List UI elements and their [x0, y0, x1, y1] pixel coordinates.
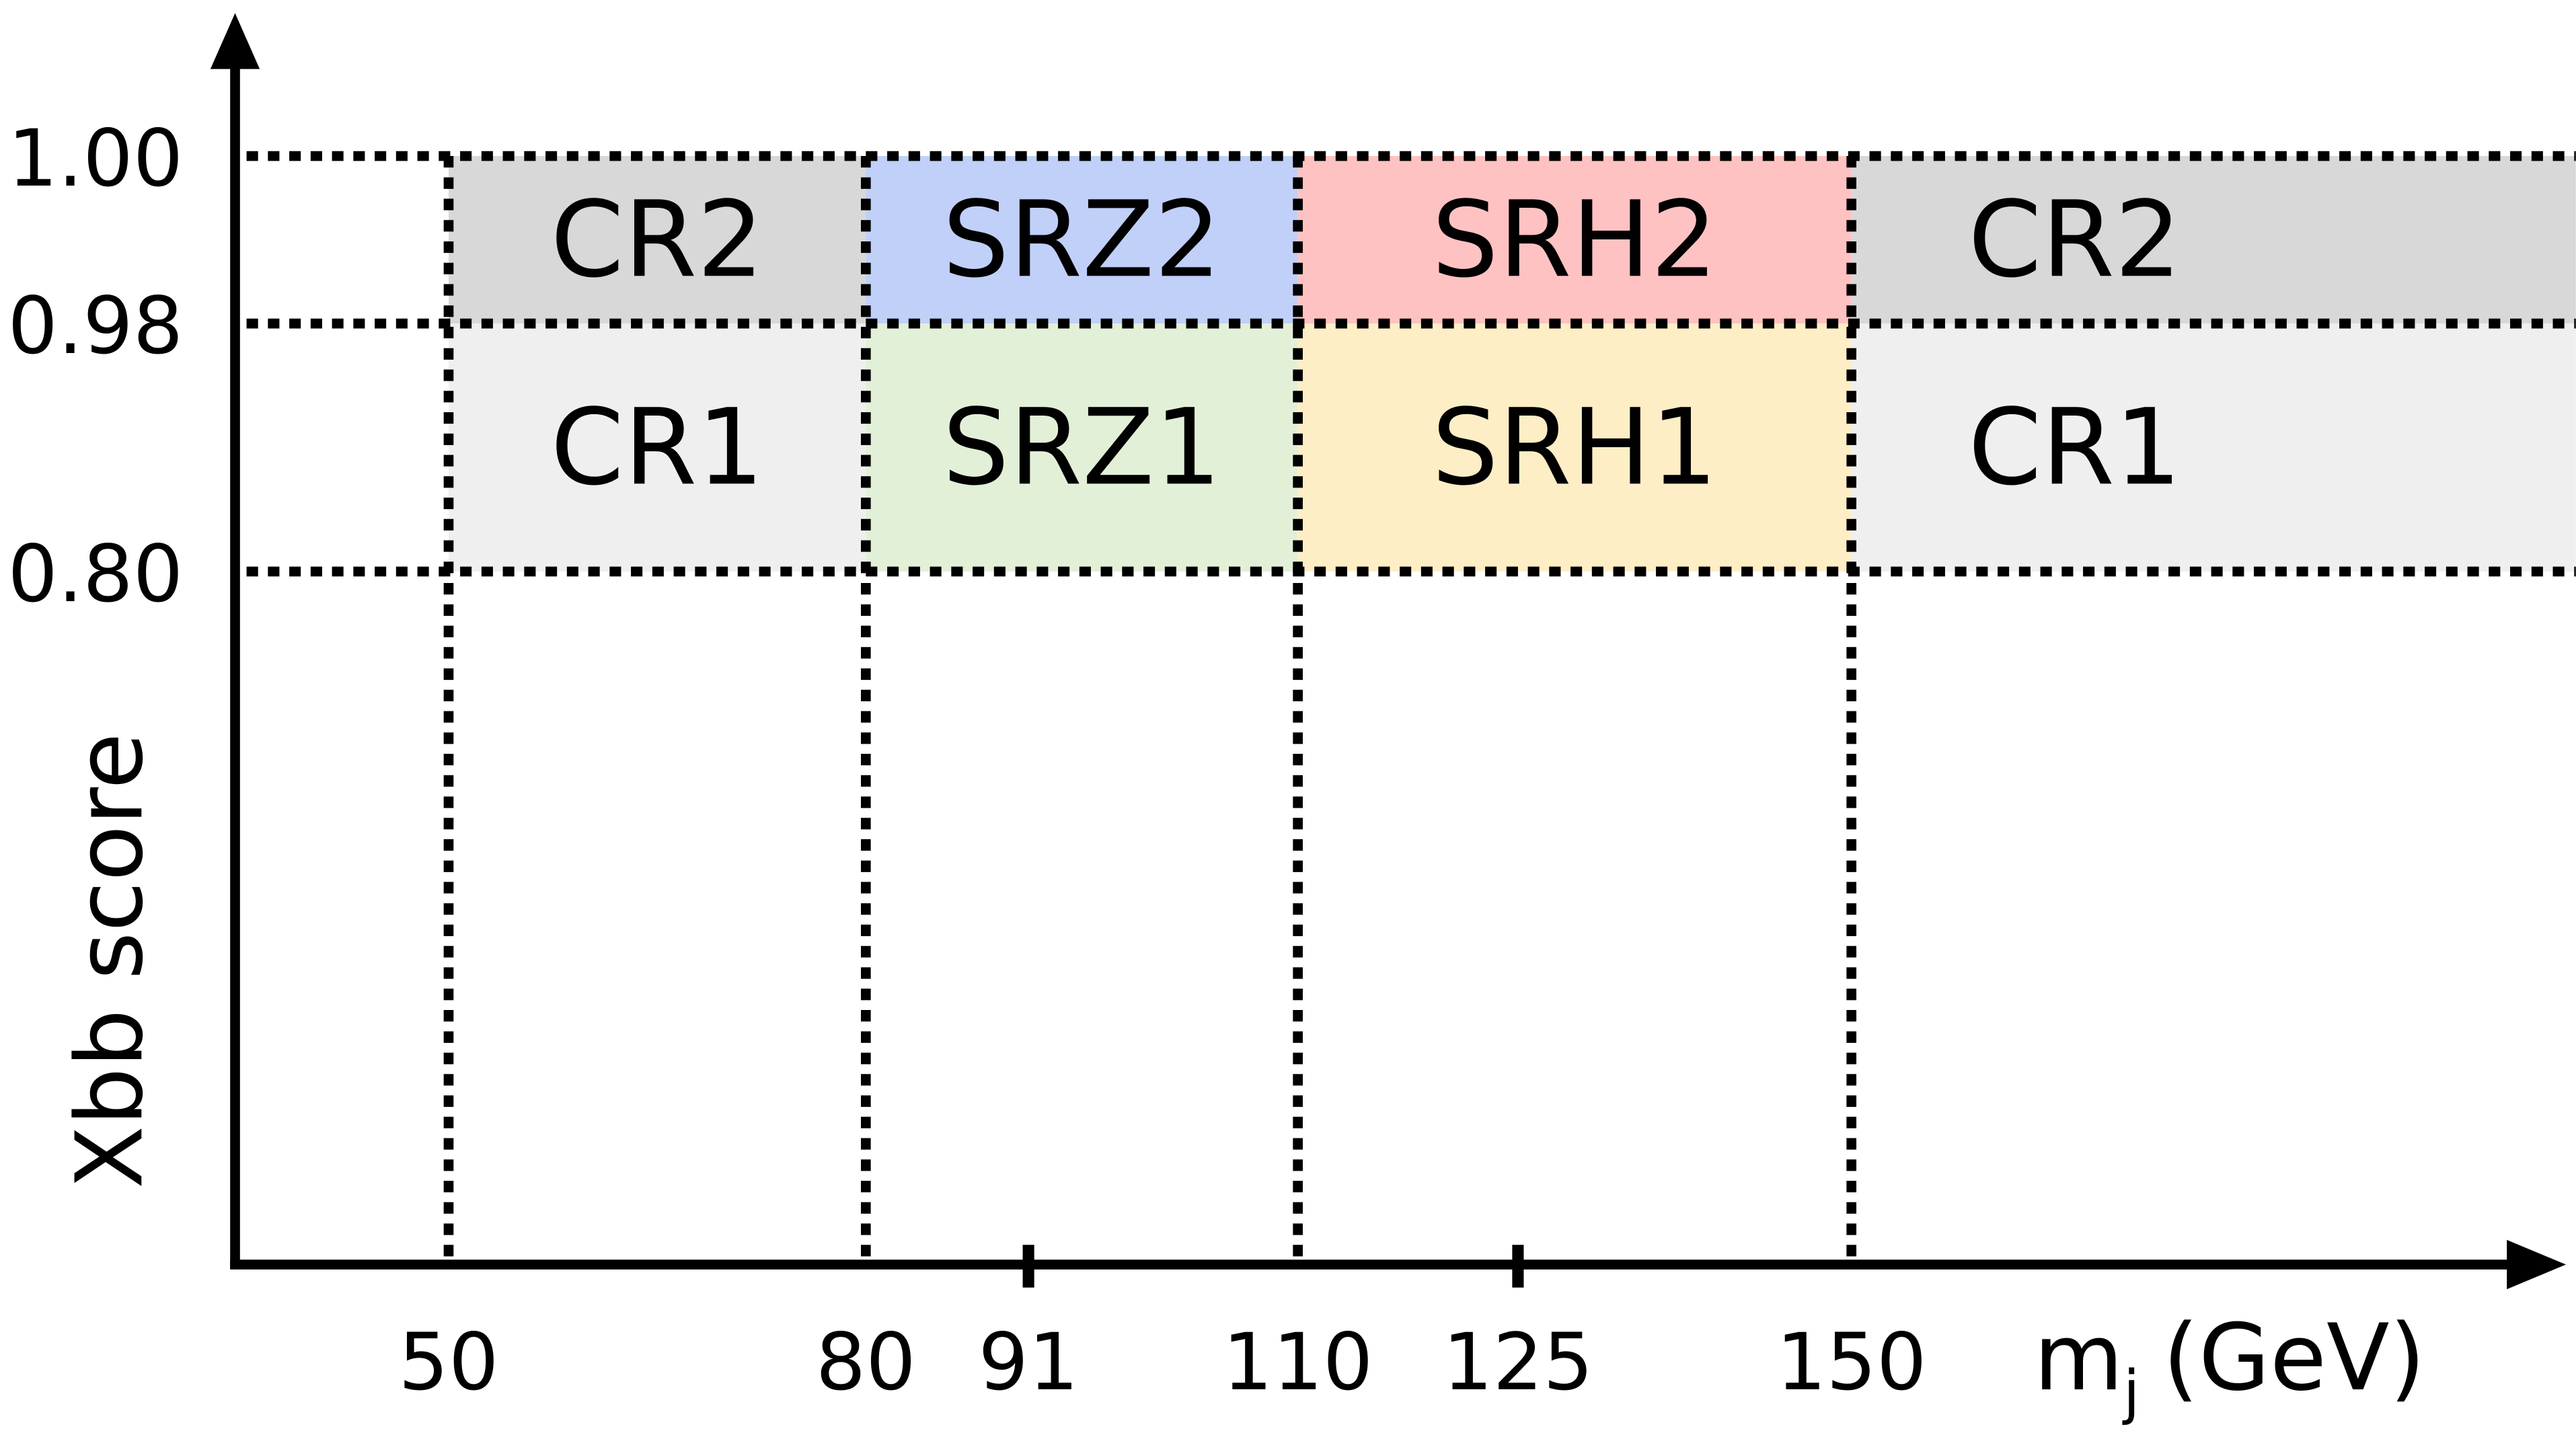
y-tick-label: 0.98: [7, 280, 183, 372]
x-tick-marks: [1022, 1245, 1524, 1288]
x-tick-label: 91: [979, 1316, 1079, 1408]
x-axis-arrow: [2507, 1239, 2567, 1290]
region-label: SRH2: [1432, 178, 1718, 301]
region-cr1: [1851, 323, 2576, 572]
region-label: SRZ1: [942, 386, 1221, 508]
x-tick-label: 80: [816, 1316, 916, 1408]
region-label: CR1: [551, 386, 764, 508]
x-tick-label: 150: [1776, 1316, 1927, 1408]
x-tick-label: 50: [398, 1316, 498, 1408]
region-label: CR2: [1968, 178, 2181, 301]
y-tick-label: 1.00: [7, 112, 183, 204]
x-tick-label: 125: [1443, 1316, 1593, 1408]
y-axis-title: Xbb score: [56, 733, 163, 1189]
boundary-lines: [246, 151, 2576, 1261]
region-label: SRZ2: [942, 178, 1221, 301]
region-cr1: [448, 323, 866, 572]
region-srh2: [1297, 156, 1852, 324]
x-tick-label: 110: [1223, 1316, 1373, 1408]
region-cr2: [448, 156, 866, 324]
region-label: CR1: [1968, 386, 2181, 508]
x-axis-title: mj (GeV): [2034, 1305, 2425, 1426]
regions: CR2 SRZ2 SRH2 CR2 CR1 SRZ1 SRH1 CR1: [448, 156, 2576, 572]
region-label: CR2: [551, 178, 764, 301]
region-label: SRH1: [1432, 386, 1718, 508]
region-cr2: [1851, 156, 2576, 324]
region-srz1: [866, 323, 1298, 572]
region-srz2: [866, 156, 1298, 324]
region-srh1: [1297, 323, 1852, 572]
y-tick-label: 0.80: [7, 528, 183, 620]
y-axis-arrow: [210, 13, 260, 69]
